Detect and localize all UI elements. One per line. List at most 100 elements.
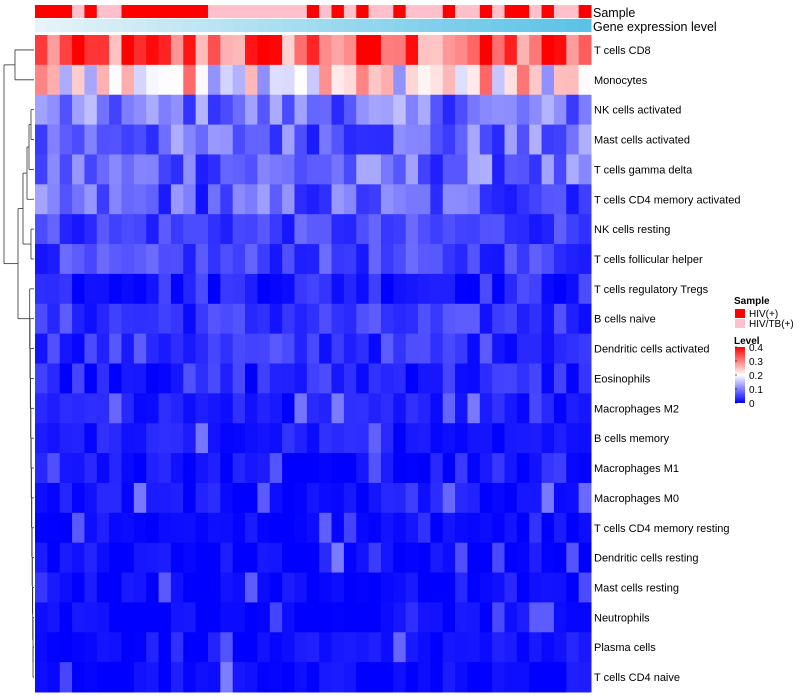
heatmap-cell (170, 94, 184, 126)
heatmap-cell (84, 512, 98, 544)
heatmap-cell (467, 363, 481, 394)
heatmap-cell (220, 64, 234, 96)
heatmap-cell (553, 602, 567, 633)
heatmap-cell (183, 303, 197, 335)
row-label: T cells CD4 naive (594, 672, 680, 684)
heatmap-cell (269, 512, 283, 544)
heatmap-cell (553, 542, 567, 574)
heatmap-cell (121, 273, 135, 305)
heatmap-cell (356, 214, 370, 245)
heatmap-cell (170, 512, 184, 544)
heatmap-cell (516, 572, 530, 603)
level-tick-label: 0.3 (749, 357, 763, 368)
heatmap-cell (84, 632, 98, 663)
heatmap-cell (170, 453, 184, 484)
heatmap-cell (195, 124, 209, 155)
heatmap-cell (467, 64, 481, 96)
heatmap-cell (380, 333, 394, 364)
heatmap-cell (331, 333, 345, 364)
heatmap-cell (183, 423, 197, 454)
heatmap-cell (72, 244, 85, 275)
heatmap-cell (96, 363, 110, 394)
heatmap-cell (553, 94, 567, 126)
heatmap-cell (96, 512, 110, 544)
heatmap-cell (492, 154, 506, 185)
heatmap-cell (516, 64, 530, 96)
gene-annotation-cell (492, 19, 506, 32)
heatmap-cell (405, 94, 419, 126)
heatmap-cell (170, 244, 184, 275)
heatmap-cell (220, 363, 234, 394)
heatmap-cell (331, 393, 345, 424)
heatmap-cell (35, 333, 48, 364)
heatmap-cell (541, 363, 555, 394)
heatmap-cell (269, 393, 283, 424)
heatmap-cell (343, 214, 357, 245)
heatmap-cell (72, 64, 85, 96)
heatmap-cell (269, 154, 283, 185)
heatmap-cell (467, 184, 481, 215)
heatmap-cell (541, 154, 555, 185)
heatmap-cell (133, 244, 147, 275)
heatmap-cell (35, 512, 48, 544)
heatmap-cell (183, 602, 197, 633)
heatmap-cell (133, 214, 147, 245)
heatmap-cell (467, 35, 481, 66)
sample-annotation-cell (220, 5, 234, 18)
heatmap-cell (294, 542, 308, 574)
heatmap-cell (467, 542, 481, 574)
heatmap-cell (343, 244, 357, 275)
heatmap-cell (282, 94, 295, 126)
heatmap-cell (170, 632, 184, 663)
heatmap-cell (133, 94, 147, 126)
heatmap-cell (121, 214, 135, 245)
heatmap-cell (356, 333, 370, 364)
heatmap-cell (331, 303, 345, 335)
heatmap-cell (356, 632, 370, 663)
heatmap-cell (306, 94, 320, 126)
heatmap-cell (479, 542, 493, 574)
sample-annotation-label: Sample (593, 6, 635, 20)
heatmap-cell (442, 363, 456, 394)
heatmap-cell (195, 35, 209, 66)
heatmap-cell (294, 333, 308, 364)
heatmap-cell (183, 333, 197, 364)
heatmap-cell (47, 542, 61, 574)
heatmap-cell (380, 244, 394, 275)
gene-annotation-cell (516, 19, 530, 32)
heatmap-cell (306, 184, 320, 215)
heatmap-cell (343, 423, 357, 454)
heatmap-cell (96, 423, 110, 454)
heatmap-cell (47, 244, 61, 275)
heatmap-cell (282, 602, 295, 633)
heatmap-cell (183, 662, 197, 693)
heatmap-cell (455, 542, 468, 574)
heatmap-cell (170, 393, 184, 424)
heatmap-cell (541, 572, 555, 603)
heatmap-cell (529, 154, 543, 185)
heatmap-cell (492, 333, 506, 364)
heatmap-cell (96, 333, 110, 364)
heatmap-cell (109, 632, 122, 663)
sample-annotation-cell (195, 5, 209, 18)
heatmap-cell (418, 94, 431, 126)
heatmap-cell (430, 244, 444, 275)
heatmap-cell (207, 94, 221, 126)
heatmap-cell (430, 303, 444, 335)
sample-annotation-cell (492, 5, 506, 18)
heatmap-cell (368, 453, 382, 484)
heatmap-cell (133, 273, 147, 305)
heatmap-cell (146, 184, 160, 215)
heatmap-cell (331, 572, 345, 603)
heatmap-cell (405, 393, 419, 424)
heatmap-cell (183, 482, 197, 514)
heatmap-cell (170, 602, 184, 633)
heatmap-cell (72, 303, 85, 335)
gene-annotation-cell (319, 19, 333, 32)
heatmap-cell (245, 602, 258, 633)
heatmap-cell (529, 393, 543, 424)
heatmap-cell (282, 64, 295, 96)
heatmap-cell (245, 482, 258, 514)
heatmap-cell (553, 482, 567, 514)
heatmap-cell (257, 303, 271, 335)
